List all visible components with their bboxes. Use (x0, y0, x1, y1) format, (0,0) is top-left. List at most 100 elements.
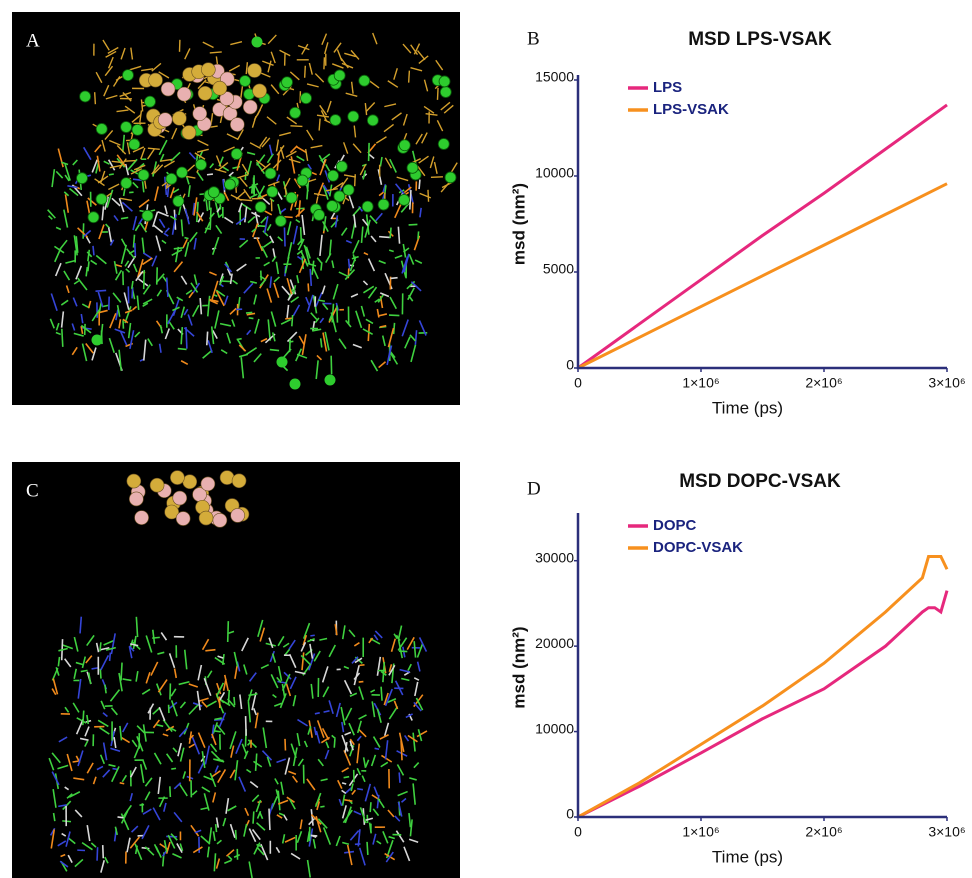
lipid-stick (85, 266, 89, 277)
lipid-stick (203, 793, 210, 811)
lps-stick (97, 175, 109, 184)
lipid-stick (382, 183, 387, 193)
lipid-stick (51, 169, 56, 188)
lps-stick (243, 188, 252, 200)
lipid-stick (370, 689, 376, 693)
lipid-stick (310, 814, 322, 825)
lipid-stick (418, 320, 427, 336)
lipid-stick (300, 641, 307, 652)
lipid-stick (350, 783, 354, 792)
lipid-stick (233, 651, 239, 667)
lipid-stick (356, 720, 362, 734)
lipid-stick (92, 245, 95, 256)
ion-sphere (137, 169, 150, 181)
lipid-stick (141, 688, 151, 695)
lipid-stick (169, 215, 177, 221)
lipid-stick (85, 236, 91, 244)
lipid-stick (173, 782, 182, 790)
lipid-stick (394, 254, 403, 259)
lipid-stick (344, 787, 353, 795)
ion-sphere (329, 114, 342, 126)
peptide-sphere (134, 510, 149, 525)
lipid-stick (192, 282, 201, 294)
lipid-stick (408, 253, 415, 265)
lipid-stick (281, 673, 291, 691)
lipid-stick (321, 285, 326, 295)
ion-sphere (313, 209, 325, 221)
lipid-stick (249, 280, 257, 284)
lps-stick (436, 87, 439, 100)
lipid-stick (290, 743, 297, 759)
lps-stick (133, 164, 146, 171)
series-line (577, 103, 948, 370)
peptide-sphere (197, 85, 213, 101)
lipid-stick (254, 753, 258, 771)
lipid-stick (81, 343, 88, 362)
lipid-stick (224, 859, 232, 864)
lipid-stick (50, 829, 56, 849)
lipid-stick (379, 235, 390, 239)
lipid-stick (73, 668, 78, 679)
lipid-stick (218, 712, 227, 727)
lps-stick (319, 104, 328, 116)
lipid-stick (51, 752, 61, 764)
lipid-stick (215, 289, 226, 297)
lipid-stick (65, 259, 76, 264)
lipid-stick (220, 349, 228, 355)
lipid-stick (67, 854, 73, 863)
lipid-stick (121, 134, 126, 153)
lipid-stick (409, 777, 417, 781)
lipid-stick (353, 810, 362, 816)
ion-sphere (289, 378, 301, 390)
lipid-stick (196, 690, 201, 711)
lipid-stick (241, 743, 248, 756)
lipid-stick (289, 799, 296, 810)
lps-stick (308, 62, 313, 75)
lipid-stick (254, 318, 260, 334)
series-line (577, 554, 949, 819)
lipid-stick (144, 846, 155, 856)
lps-stick (290, 125, 303, 128)
lipid-stick (241, 637, 249, 652)
lipid-stick (406, 636, 415, 651)
lipid-stick (126, 248, 136, 259)
lipid-stick (112, 292, 122, 303)
lipid-stick (52, 812, 56, 822)
lipid-stick (205, 331, 209, 346)
lipid-stick (340, 227, 348, 236)
lipid-stick (214, 824, 218, 833)
lps-stick (126, 142, 131, 155)
lps-stick (435, 59, 444, 71)
lps-stick (249, 142, 261, 149)
lipid-stick (216, 839, 222, 845)
lipid-stick (269, 650, 276, 663)
ion-sphere (333, 190, 346, 203)
lipid-stick (403, 247, 410, 253)
lipid-stick (187, 185, 191, 198)
lipid-stick (229, 273, 233, 285)
lipid-stick (322, 184, 331, 196)
lipid-stick (316, 720, 325, 739)
lipid-stick (66, 753, 73, 772)
lipid-stick (312, 266, 319, 280)
lipid-stick (73, 636, 79, 652)
peptide-sphere (148, 72, 163, 88)
ion-sphere (366, 114, 379, 127)
lipid-stick (355, 310, 363, 329)
lipid-stick (68, 187, 79, 197)
lipid-stick (180, 219, 184, 237)
lipid-stick (96, 847, 99, 861)
lipid-stick (277, 665, 283, 681)
lipid-stick (277, 635, 285, 647)
lipid-stick (266, 223, 272, 231)
lipid-stick (168, 653, 176, 669)
ion-sphere (120, 177, 133, 190)
lps-stick (109, 139, 121, 146)
lipid-stick (64, 163, 71, 181)
molecular-render (12, 12, 460, 405)
lipid-stick (370, 359, 379, 372)
lipid-stick (362, 170, 367, 180)
lipid-stick (344, 269, 356, 281)
lipid-stick (50, 293, 58, 312)
lps-stick (101, 139, 106, 152)
